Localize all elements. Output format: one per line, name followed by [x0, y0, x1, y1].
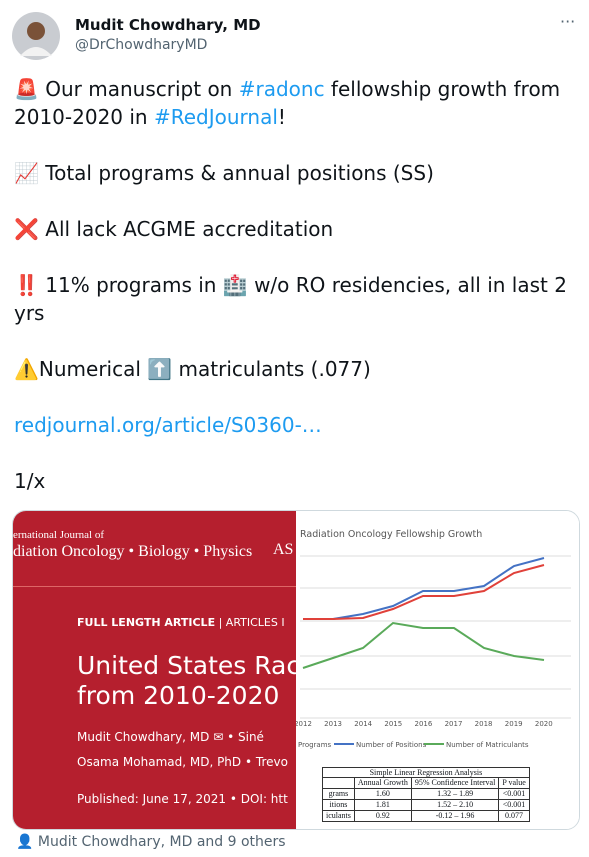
journal: ernational Journal of	[13, 529, 105, 541]
paragraph: redjournal.org/article/S0360-…	[14, 411, 579, 439]
author: • Siné	[227, 730, 264, 744]
author-name[interactable]: Mudit Chowdhary, MD	[75, 16, 261, 34]
published: Published: June 17, 2021 • DOI: htt	[77, 792, 288, 806]
paragraph: 📈 Total programs & annual positions (SS)	[14, 159, 579, 187]
tagged[interactable]: 👤 Mudit Chowdhary, MD and 9 others	[16, 834, 286, 850]
figure-chart: Radiation Oncology Fellowship Growth 201…	[296, 529, 571, 749]
legend-label: Programs	[298, 741, 332, 749]
paragraph: ‼️ 11% programs in 🏥 w/o RO residencies,…	[14, 271, 579, 327]
paragraph: 1/x	[14, 467, 579, 495]
matriculants-line	[302, 621, 545, 669]
journal-mark: AS	[273, 541, 294, 558]
paragraph: 🚨 Our manuscript on #radonc fellowship g…	[14, 75, 579, 131]
table-cell: 0.077	[498, 810, 530, 822]
table-cell: 1.32 – 1.89	[410, 788, 500, 800]
avatar[interactable]	[12, 12, 60, 60]
paragraph: ❌ All lack ACGME accreditation	[14, 215, 579, 243]
year-label: 2017	[445, 720, 463, 728]
table-row: grams 1.60 1.32 – 1.89 <0.001	[322, 788, 530, 800]
figure-title: Radiation Oncology Fellowship Growth	[300, 529, 482, 540]
text: 📈 Total programs & annual positions (SS)	[14, 161, 434, 185]
legend-label: Number of Matriculants	[446, 741, 529, 749]
tagged-text[interactable]: Mudit Chowdhary, MD and 9 others	[37, 834, 286, 850]
table-cell: <0.001	[498, 788, 530, 800]
tweet-image[interactable]: ernational Journal of diation Oncology •…	[12, 510, 580, 830]
positions-line	[303, 557, 545, 620]
table-cell: grams	[322, 788, 355, 800]
year-label: 2012	[296, 720, 312, 728]
table-header: 95% Confidence Interval	[410, 777, 500, 789]
authors: Osama Mohamad, MD, PhD • Trevo	[77, 755, 288, 769]
table-header	[322, 777, 355, 789]
rule	[13, 586, 296, 587]
text: 1/x	[14, 469, 46, 493]
paragraph: ⚠️Numerical ⬆️ matriculants (.077)	[14, 355, 579, 383]
table-cell: 0.92	[353, 810, 412, 822]
legend-label: Number of Positions	[356, 741, 427, 749]
link[interactable]: redjournal.org/article/S0360-…	[14, 413, 322, 437]
table-row: Annual Growth 95% Confidence Interval P va…	[322, 777, 530, 789]
author: Osama Mohamad, MD, PhD	[77, 755, 242, 769]
label: FULL LENGTH ARTICLE	[77, 616, 216, 629]
text: 🚨 Our manuscript on	[14, 77, 239, 101]
link[interactable]: #RedJournal	[153, 105, 278, 129]
title-line: from 2010-2020	[77, 681, 280, 710]
article-cover: ernational Journal of diation Oncology •…	[13, 511, 300, 829]
more-menu[interactable]: ···	[560, 12, 576, 31]
year-label: 2019	[505, 720, 523, 728]
text: ⚠️Numerical ⬆️ matriculants (.077)	[14, 357, 371, 381]
journal: diation Oncology • Biology • Physics	[13, 543, 253, 560]
figure: Radiation Oncology Fellowship Growth 201…	[296, 511, 579, 829]
table-cell: itions	[322, 799, 355, 811]
year-label: 2018	[475, 720, 493, 728]
table-cell: iculants	[322, 810, 355, 822]
table-header: P value	[498, 777, 530, 789]
authors: Mudit Chowdhary, MD ✉ • Siné	[77, 730, 264, 744]
table-cell: 1.81	[353, 799, 412, 811]
author: • Trevo	[244, 755, 288, 769]
table-title: Simple Linear Regression Analysis	[322, 767, 530, 777]
text: fellowship growth from 2010-2020 in	[14, 77, 561, 129]
table-cell: 1.60	[353, 788, 412, 800]
table-cell: <0.001	[498, 799, 530, 811]
article-title: United States Rac from 2010-2020	[77, 651, 300, 711]
year-label: 2015	[384, 720, 402, 728]
text: ❌ All lack ACGME accreditation	[14, 217, 334, 241]
year-label: 2014	[354, 720, 372, 728]
regression-table: Simple Linear Regression Analysis Annual…	[322, 767, 530, 822]
table-cell: 1.52 – 2.10	[410, 799, 500, 811]
year-label: 2020	[535, 720, 553, 728]
year-label: 2013	[324, 720, 342, 728]
author-handle[interactable]: @DrChowdharyMD	[75, 37, 208, 53]
tweet-text: 🚨 Our manuscript on #radonc fellowship g…	[14, 75, 579, 523]
title-line: United States Rac	[77, 651, 301, 680]
year-label: 2016	[414, 720, 432, 728]
table-header: Annual Growth	[353, 777, 412, 789]
link[interactable]: #radonc	[238, 77, 325, 101]
text: !	[277, 105, 286, 129]
table: Annual Growth 95% Confidence Interval P va…	[322, 777, 530, 822]
author: Mudit Chowdhary, MD	[77, 730, 210, 744]
label: FULL LENGTH ARTICLE | ARTICLES I	[77, 616, 285, 629]
label: | ARTICLES I	[218, 616, 285, 629]
table-row: itions 1.81 1.52 – 2.10 <0.001	[322, 799, 530, 811]
table-row: iculants 0.92 -0.12 – 1.96 0.077	[322, 810, 530, 822]
programs-line	[303, 564, 545, 620]
table-cell: -0.12 – 1.96	[410, 810, 500, 822]
text: ‼️ 11% programs in 🏥 w/o RO residencies,…	[14, 273, 567, 325]
